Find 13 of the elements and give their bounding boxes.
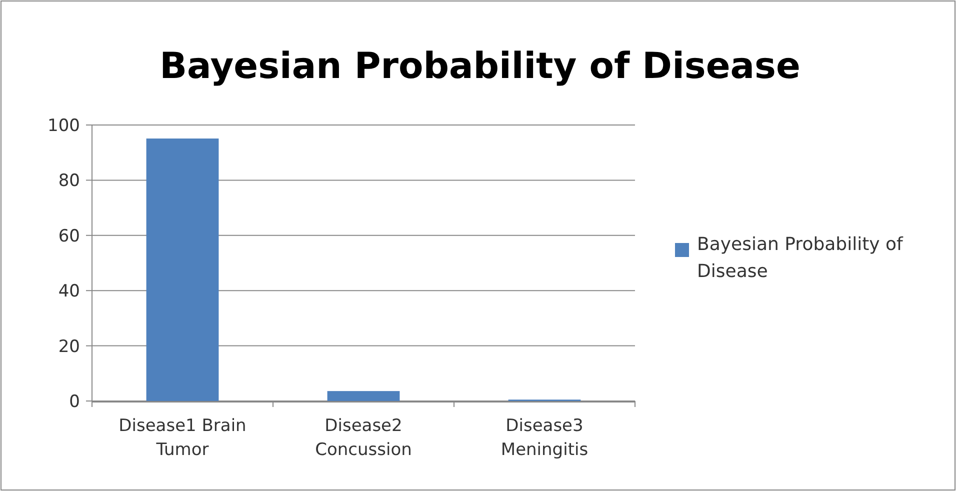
y-tick-label: 40 xyxy=(58,282,80,302)
y-tick-label: 100 xyxy=(48,116,80,136)
chart-title: Bayesian Probability of Disease xyxy=(160,46,800,87)
x-tick-label: Disease1 Brain Tumor xyxy=(118,416,246,460)
x-tick-label: Disease3 Meningitis xyxy=(500,416,588,460)
y-tick-label: 0 xyxy=(69,392,80,412)
y-tick-label: 80 xyxy=(58,171,80,192)
bar xyxy=(327,391,400,401)
x-tick-label: Disease2 Concussion xyxy=(315,416,412,460)
y-tick-label: 60 xyxy=(58,226,80,246)
y-tick-label: 20 xyxy=(58,336,80,357)
bar xyxy=(146,138,219,401)
legend-label: Bayesian Probability of Disease xyxy=(697,234,904,282)
